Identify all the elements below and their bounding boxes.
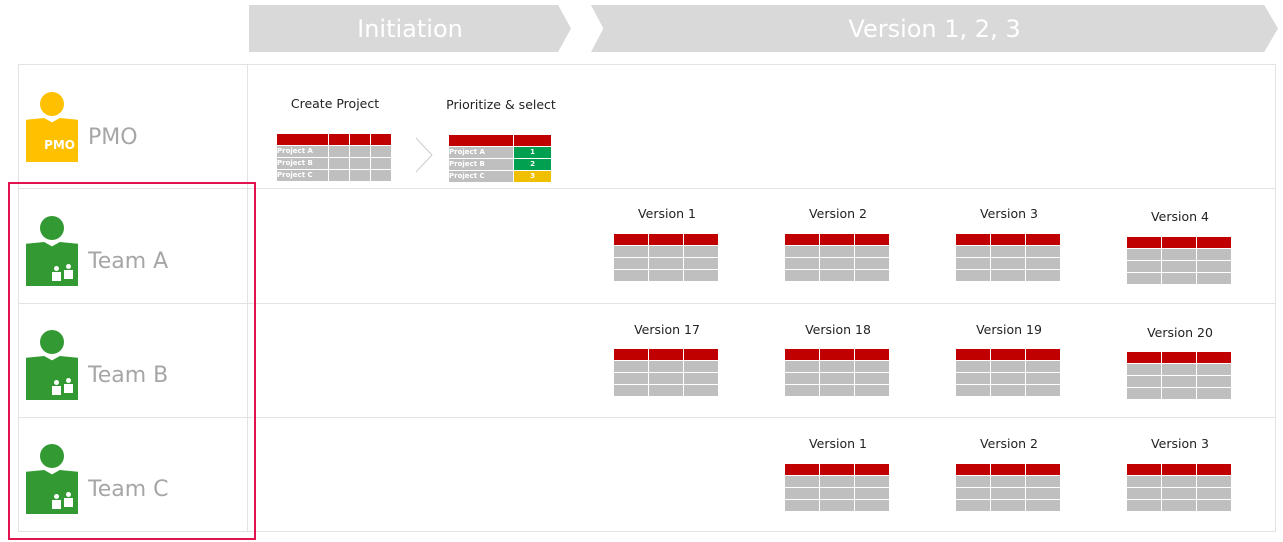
version-table [613, 233, 719, 282]
role-name: Team B [88, 363, 169, 388]
version-label: Version 19 [976, 322, 1042, 337]
role-team-a: Team A [26, 216, 168, 286]
project-name: Project C [449, 171, 513, 182]
project-name: Project A [277, 146, 328, 157]
role-name: Team C [88, 477, 169, 502]
version-table [1126, 463, 1232, 512]
version-table [784, 463, 890, 512]
swimlane-grid [18, 64, 1276, 532]
version-label: Version 1 [809, 436, 867, 451]
priority-value: 2 [514, 159, 551, 170]
version-label: Version 1 [638, 206, 696, 221]
role-team-c: Team C [26, 444, 169, 514]
version-label: Version 17 [634, 322, 700, 337]
version-label: Version 2 [980, 436, 1038, 451]
phase-initiation: Initiation [249, 5, 571, 52]
version-label: Version 2 [809, 206, 867, 221]
version-label: Version 4 [1151, 209, 1209, 224]
role-name: Team A [88, 249, 169, 274]
divider [18, 188, 1276, 189]
version-table [1126, 236, 1232, 285]
project-name: Project C [277, 170, 328, 181]
chevron-right-icon [415, 137, 433, 173]
team-person-icon [26, 216, 78, 286]
priority-value: 3 [514, 171, 551, 182]
version-table [784, 233, 890, 282]
role-pmo: PMO PMO [26, 92, 138, 162]
version-table [955, 463, 1061, 512]
pmo-tag: PMO [44, 138, 75, 152]
version-label: Version 3 [1151, 436, 1209, 451]
version-table [613, 348, 719, 397]
version-table [955, 233, 1061, 282]
phase-versions: Version 1, 2, 3 [591, 5, 1278, 52]
role-team-b: Team B [26, 330, 168, 400]
version-label: Version 20 [1147, 325, 1213, 340]
prioritize-label: Prioritize & select [446, 97, 556, 112]
team-person-icon [26, 330, 78, 400]
project-name: Project B [277, 158, 328, 169]
pmo-person-icon: PMO [26, 92, 78, 162]
version-label: Version 18 [805, 322, 871, 337]
role-name: PMO [88, 125, 138, 150]
version-table [784, 348, 890, 397]
priority-value: 1 [514, 147, 551, 158]
create-project-table: Project A Project B Project C [276, 133, 392, 182]
divider [18, 303, 1276, 304]
divider [247, 64, 248, 532]
project-name: Project A [449, 147, 513, 158]
team-person-icon [26, 444, 78, 514]
version-label: Version 3 [980, 206, 1038, 221]
create-project-label: Create Project [290, 96, 380, 111]
version-table [955, 348, 1061, 397]
version-table [1126, 351, 1232, 400]
divider [18, 417, 1276, 418]
teams-highlight-box [8, 182, 256, 540]
project-name: Project B [449, 159, 513, 170]
